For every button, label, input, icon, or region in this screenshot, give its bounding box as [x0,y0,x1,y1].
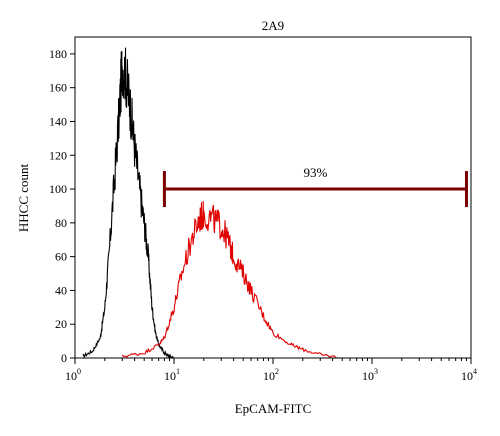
y-tick-label: 180 [49,47,67,61]
plot-frame [74,36,472,359]
x-tick-label: 102 [263,367,279,383]
y-tick-label: 40 [55,283,67,297]
y-tick-label: 20 [55,317,67,331]
y-tick-label: 0 [61,351,67,365]
x-axis-label: EpCAM-FITC [235,401,312,416]
x-tick-label: 104 [461,367,477,383]
y-tick-label: 80 [55,216,67,230]
histogram-series-1 [82,47,175,359]
histogram-series-2 [121,200,343,359]
y-tick-label: 160 [49,81,67,95]
chart-title: 2A9 [262,18,284,33]
y-tick-label: 100 [49,182,67,196]
x-tick-label: 100 [65,367,81,383]
x-tick-label: 103 [362,367,378,383]
y-tick-label: 120 [49,148,67,162]
y-axis-label: HHCC count [16,163,31,232]
gate-percentage-label: 93% [304,165,328,180]
y-tick-label: 60 [55,250,67,264]
x-tick-label: 101 [164,367,180,383]
y-tick-label: 140 [49,114,67,128]
